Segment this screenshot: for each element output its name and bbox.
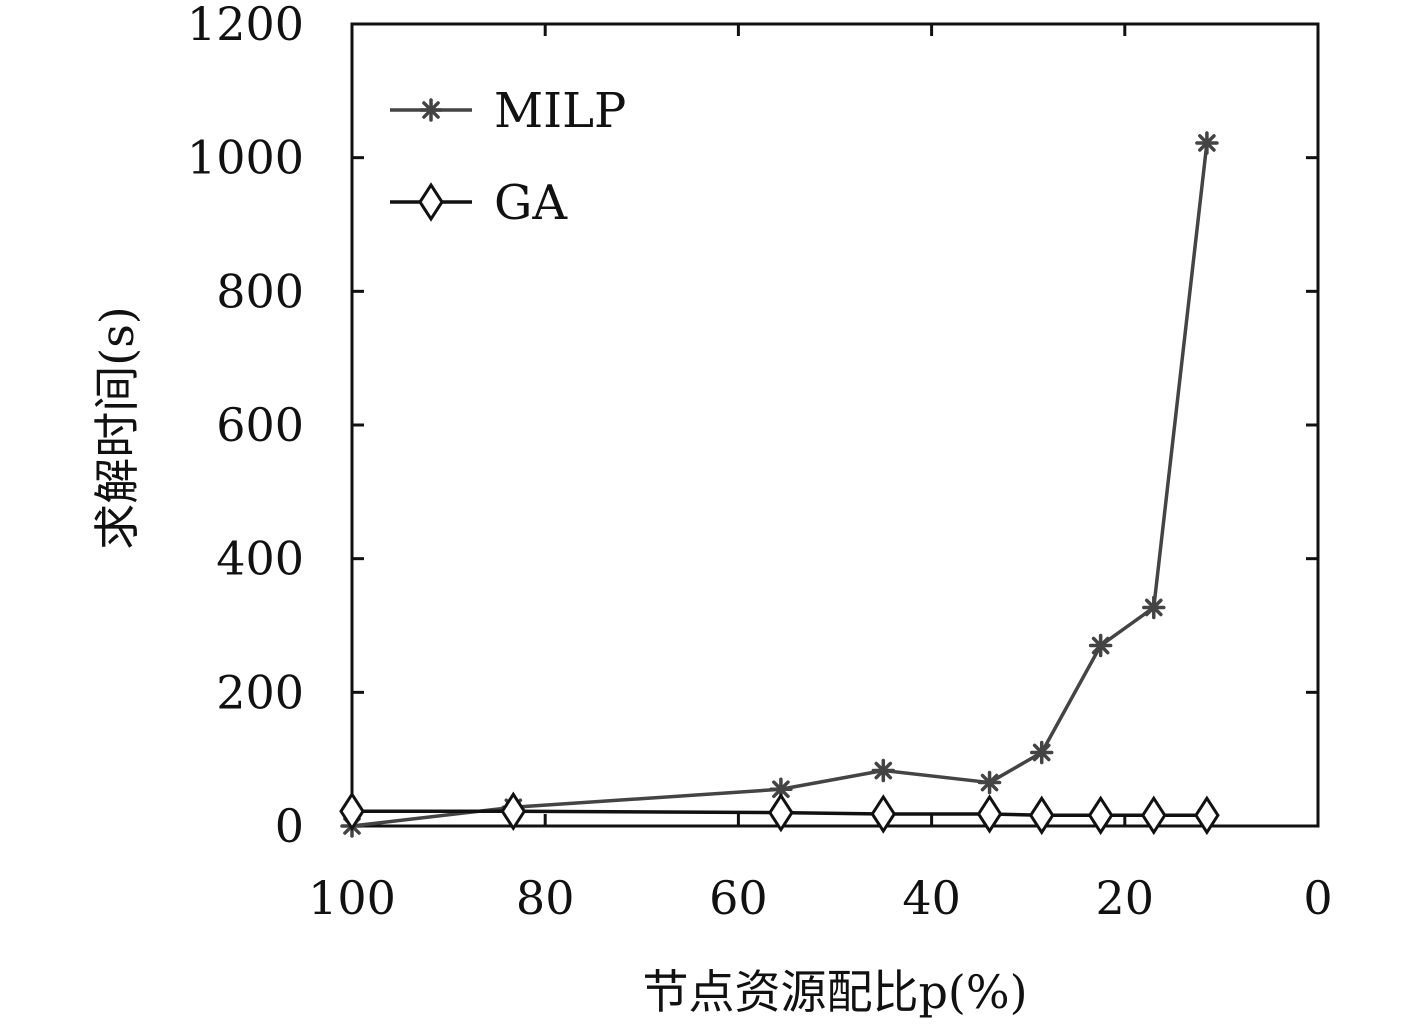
data-point-ga <box>1194 795 1220 836</box>
data-point-ga <box>870 794 897 834</box>
series-layer <box>339 131 1220 838</box>
series-line-milp <box>351 142 1209 828</box>
legend-marker-ga <box>418 182 444 222</box>
x-tick-label: 80 <box>516 871 575 925</box>
data-point-ga <box>500 791 527 832</box>
data-point-milp <box>871 758 896 783</box>
series-milp <box>340 131 1219 838</box>
data-point-ga <box>1028 795 1055 836</box>
legend-item-ga: GA <box>390 175 568 231</box>
x-tick-label: 0 <box>1303 871 1332 925</box>
legend-label-milp: MILP <box>494 83 626 139</box>
data-point-ga <box>1087 795 1114 836</box>
data-point-ga <box>976 794 1003 834</box>
x-tick-label: 60 <box>709 871 768 925</box>
y-tick-label: 1000 <box>187 131 304 185</box>
x-tick-label: 100 <box>308 871 396 925</box>
data-point-ga <box>1140 795 1167 836</box>
y-tick-label: 400 <box>216 532 304 586</box>
x-tick-label: 20 <box>1096 871 1155 925</box>
legend-item-milp: MILP <box>390 83 626 139</box>
data-point-ga <box>339 791 365 832</box>
legend-marker-milp <box>419 98 443 122</box>
data-point-milp <box>1029 740 1054 765</box>
y-tick-label: 800 <box>216 264 304 318</box>
data-point-milp <box>769 777 793 801</box>
legend: MILP GA <box>390 83 626 231</box>
y-tick-label: 200 <box>216 665 304 719</box>
series-ga <box>339 791 1220 836</box>
y-tick-label: 1200 <box>187 0 304 51</box>
data-point-milp <box>1142 595 1166 620</box>
y-axis-title: 求解时间(s) <box>90 306 144 550</box>
data-point-milp <box>1195 131 1219 155</box>
y-tick-label: 600 <box>216 398 304 452</box>
y-tick-label: 0 <box>275 799 304 853</box>
legend-label-ga: GA <box>494 175 568 231</box>
data-point-milp <box>1088 633 1113 658</box>
data-point-ga <box>768 792 794 833</box>
x-axis-title: 节点资源配比p(%) <box>642 965 1027 1019</box>
data-point-milp <box>977 770 1002 795</box>
x-tick-label: 40 <box>902 871 961 925</box>
